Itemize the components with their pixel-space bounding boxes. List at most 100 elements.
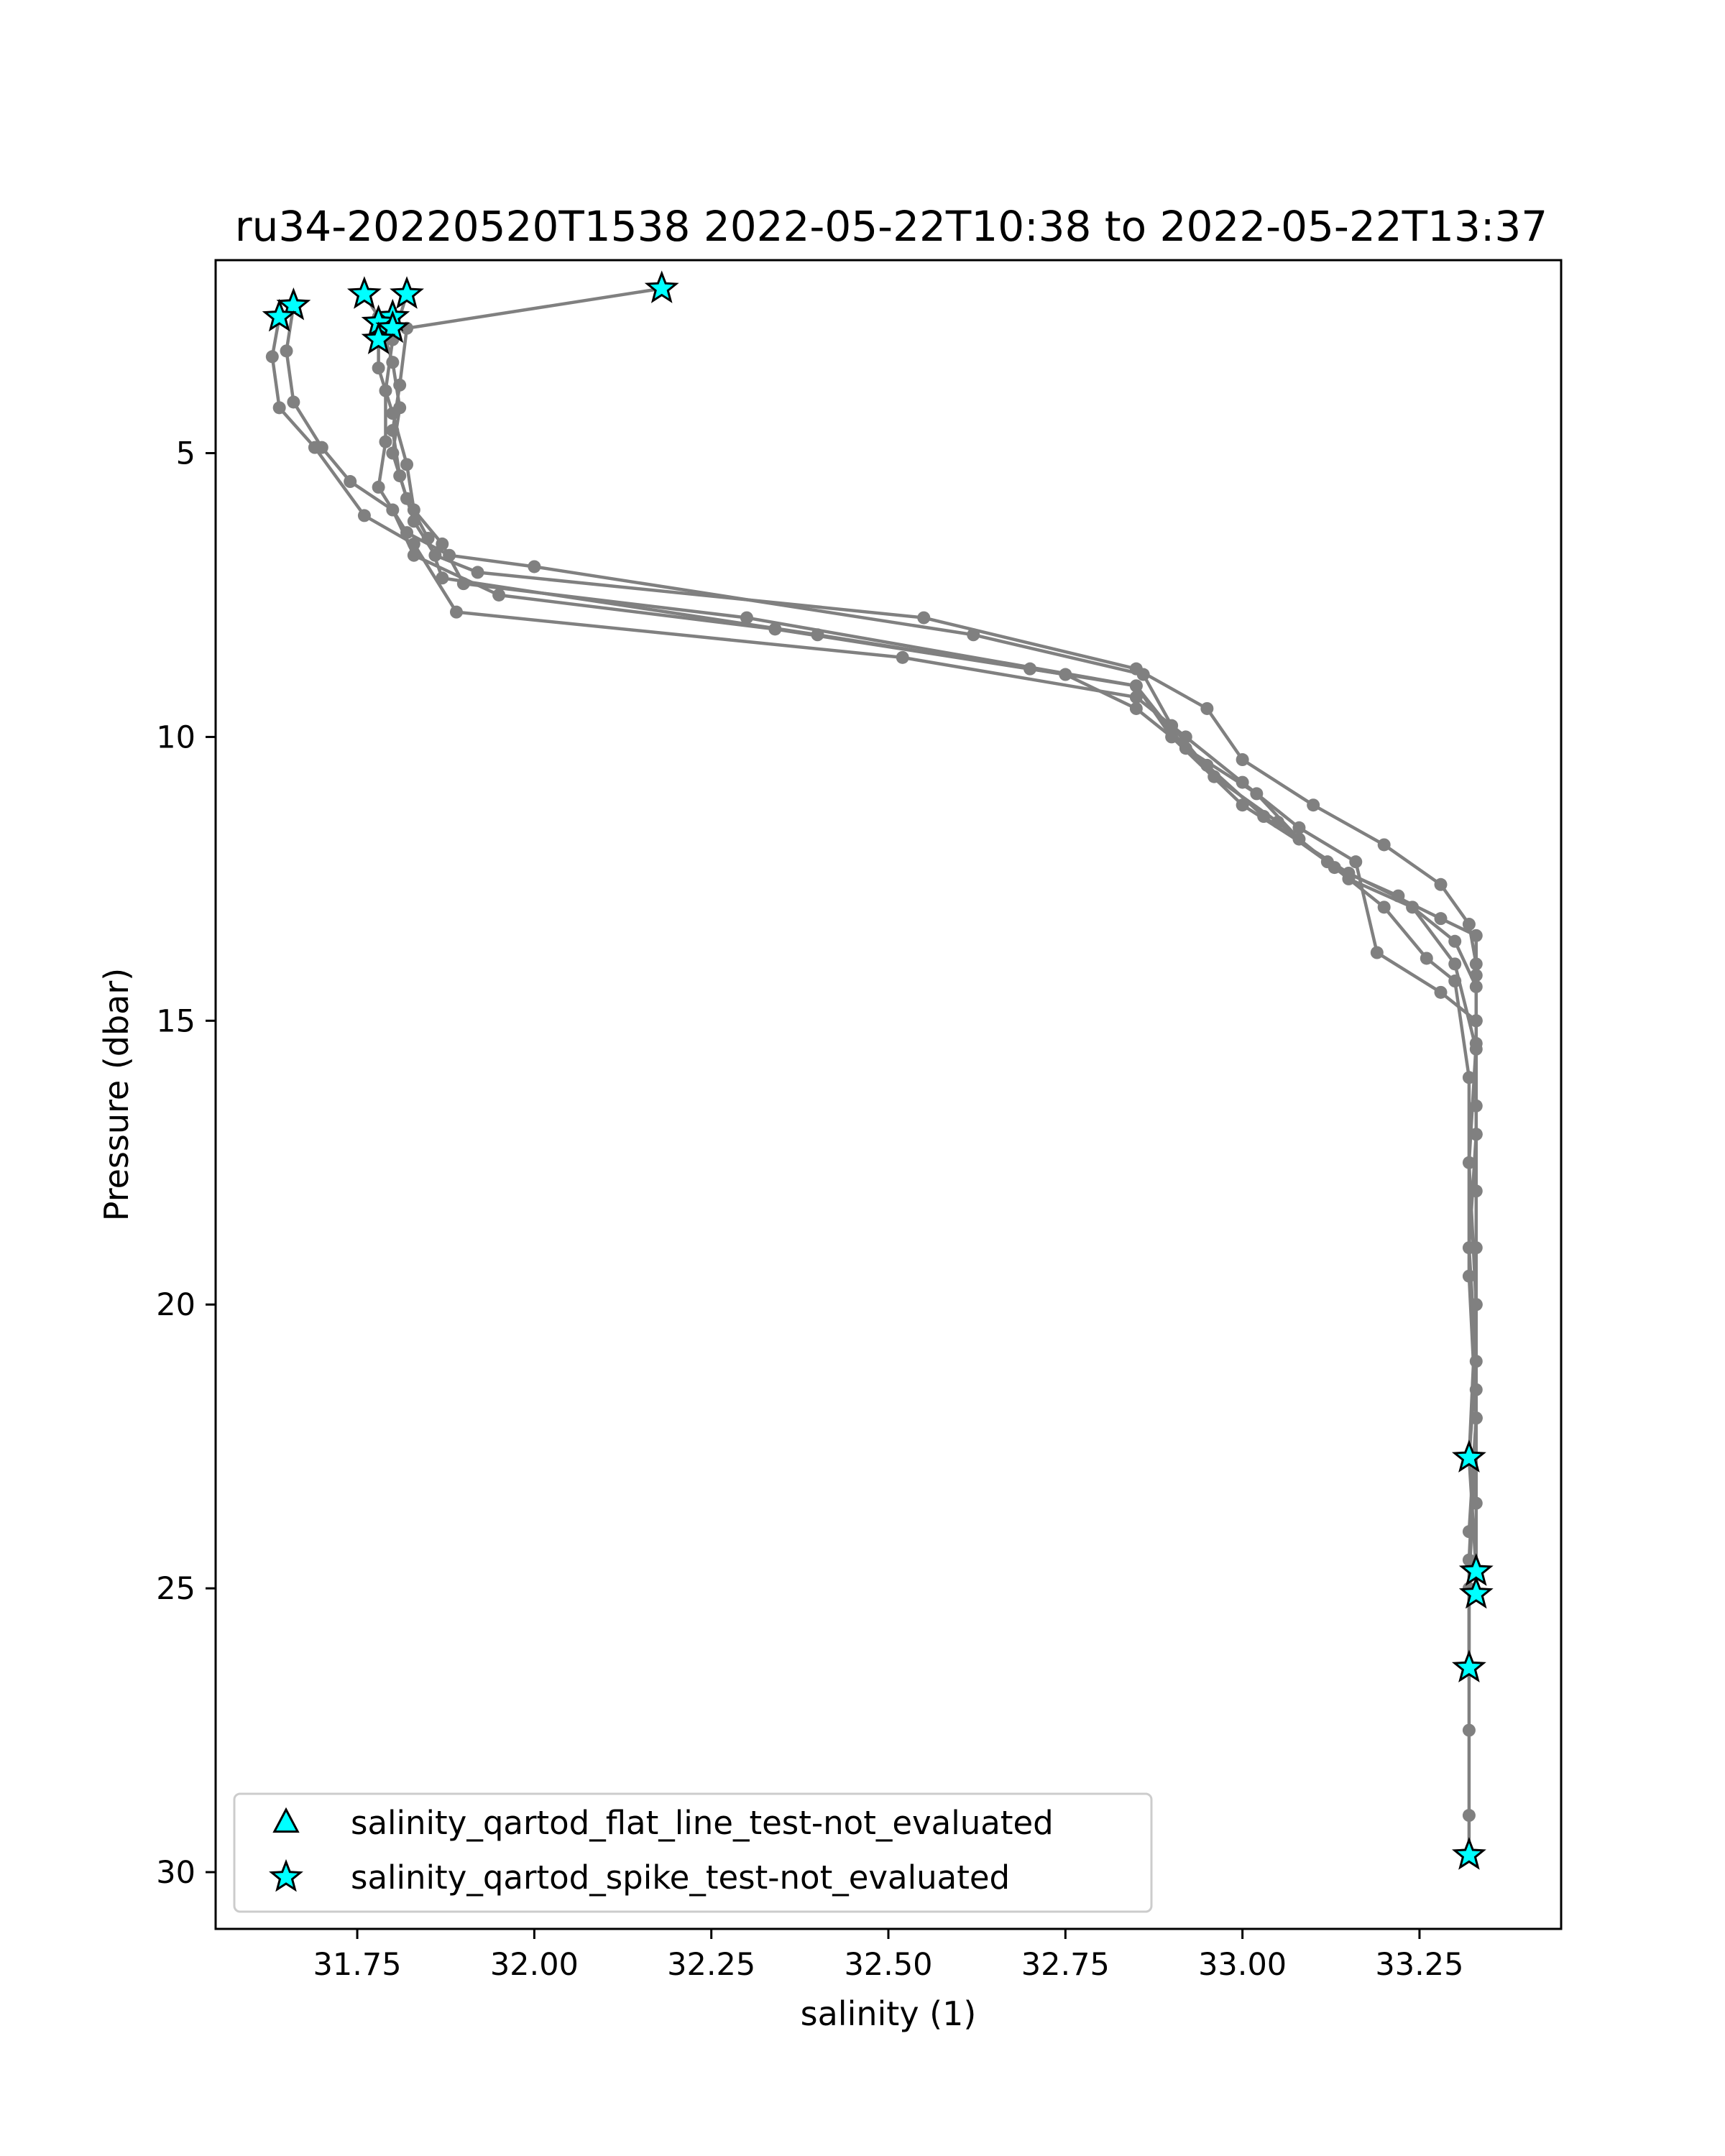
data-point [1469,969,1483,982]
data-point [1129,691,1143,704]
data-point [280,344,293,358]
data-point [372,480,385,494]
x-tick-label: 33.00 [1198,1947,1287,1983]
spike-flag-marker [262,298,297,332]
x-axis-ticks: 31.75 32.00 32.25 32.50 32.75 33.00 33.25 [313,1929,1464,1983]
legend-star-marker [269,1858,303,1892]
data-point [1462,918,1476,931]
data-point [1420,952,1433,965]
data-point [1236,798,1249,812]
spike-flag-marker [1458,1575,1494,1609]
data-point [1462,1269,1476,1283]
data-point [1462,1809,1476,1823]
x-tick-label: 32.50 [844,1947,932,1983]
x-tick-label: 33.25 [1375,1947,1463,1983]
data-point [967,628,980,642]
data-point [1129,701,1143,715]
data-point [1342,866,1356,880]
data-point [344,475,357,489]
data-point [896,650,909,664]
data-point [740,611,753,625]
data-point [1434,985,1448,999]
data-point [1307,798,1320,812]
data-point [407,537,420,550]
data-point [917,611,931,625]
data-point [1129,679,1143,693]
data-point [1469,1411,1483,1425]
x-axis-label: salinity (1) [801,1994,977,2033]
data-point [456,577,470,591]
data-point [400,458,414,471]
data-point [287,395,300,409]
data-point [1448,957,1462,971]
data-point [1136,668,1150,681]
data-point [768,622,782,636]
data-point [1462,1723,1476,1737]
data-point [357,509,371,522]
data-point [308,441,321,454]
y-tick-label: 5 [176,436,196,472]
x-tick-label: 32.25 [667,1947,755,1983]
spike-flag-marker [390,276,424,309]
data-point [386,356,400,369]
y-tick-label: 10 [156,719,196,755]
data-point [1448,934,1462,948]
spike-flag-marker [644,270,679,303]
data-point [421,532,435,545]
spike-flag-marker [1451,1439,1486,1473]
y-tick-label: 20 [156,1287,196,1323]
legend: salinity_qartod_flat_line_test-not_evalu… [233,1792,1153,1913]
data-point [272,401,286,415]
x-tick-label: 31.75 [313,1947,401,1983]
x-tick-label: 32.75 [1021,1947,1110,1983]
chart-title: ru34-20220520T1538 2022-05-22T10:38 to 2… [235,202,1547,251]
data-point [386,407,400,420]
spike-flag-marker [1451,1837,1486,1870]
data-point [1448,975,1462,988]
data-point [1179,730,1192,744]
data-point [265,350,279,364]
data-point [1377,838,1391,852]
data-point [1165,730,1179,744]
spike-flag-marker [346,276,382,309]
data-point [407,503,420,517]
data-point [1370,946,1384,959]
legend-entry-label: salinity_qartod_spike_test-not_evaluated [351,1858,1010,1897]
data-point [1462,1525,1476,1539]
data-point [492,588,506,602]
data-point [379,435,392,448]
legend-entry-label: salinity_qartod_flat_line_test-not_evalu… [351,1804,1054,1842]
data-point [1434,877,1448,891]
data-point [1462,1071,1476,1084]
data-point [436,537,449,550]
data-point [1200,701,1214,715]
data-point [471,566,484,579]
profile-line [377,339,1478,1458]
data-point [372,361,385,375]
y-axis-label: Pressure (dbar) [97,968,136,1221]
y-tick-label: 15 [156,1003,196,1039]
data-point [1349,855,1363,869]
data-point [386,503,400,517]
plot-area [262,270,1494,1870]
data-point [1292,821,1306,834]
spike-flag-marker [1451,1649,1486,1683]
legend-frame [233,1792,1153,1913]
x-tick-label: 32.00 [490,1947,579,1983]
y-tick-label: 30 [156,1855,196,1891]
data-point [528,560,541,573]
data-point [1377,900,1391,914]
legend-triangle-marker [272,1807,300,1833]
data-point [1469,1128,1483,1141]
data-point [1236,775,1249,789]
data-point [449,605,463,619]
data-point [1469,929,1483,942]
data-point [386,446,400,460]
data-point [1434,912,1448,926]
y-axis-ticks: 5 10 15 20 25 30 [156,436,216,1891]
spike-flag-marker [361,321,396,354]
data-point [1469,1298,1483,1312]
data-point [1236,753,1249,767]
y-tick-label: 25 [156,1571,196,1607]
